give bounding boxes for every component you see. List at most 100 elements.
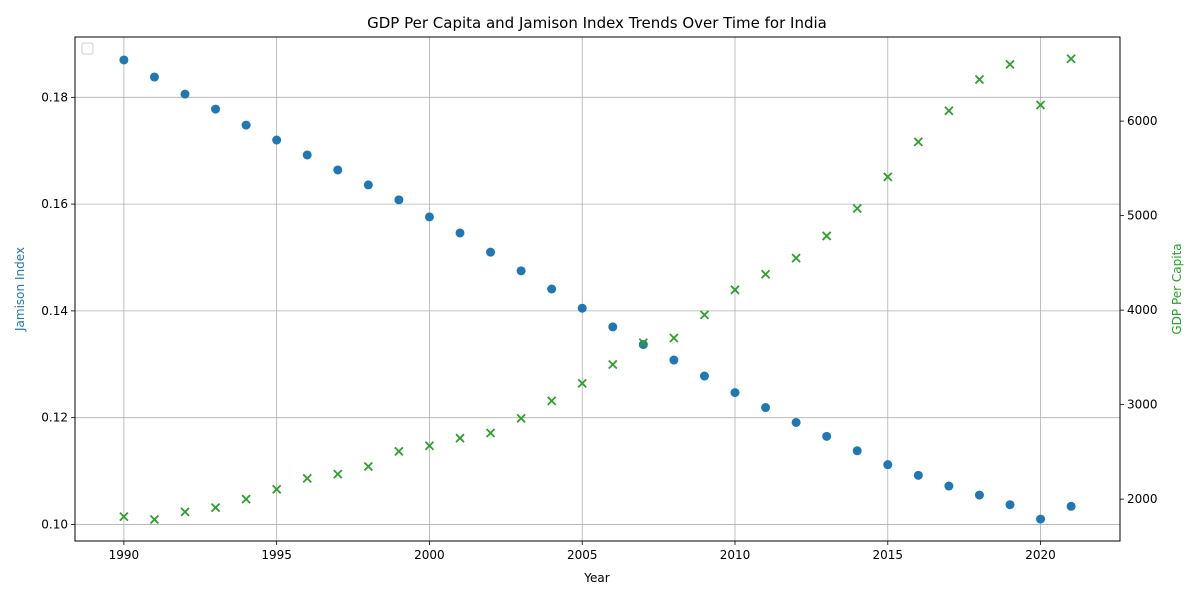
gdp-point-stroke [974, 74, 985, 85]
gdp-point-stroke [730, 285, 740, 295]
jamison-index-point [394, 195, 404, 205]
gdp-per-capita-point [455, 433, 465, 443]
gdp-per-capita-point [485, 428, 496, 438]
jamison-index-point [302, 150, 312, 160]
gdp-per-capita-point [1066, 54, 1076, 64]
gdp-point-stroke [394, 446, 404, 457]
gdp-per-capita-point [974, 74, 985, 85]
jamison-index-point [211, 104, 221, 114]
gdp-per-capita-point [394, 446, 404, 457]
gdp-point-stroke [241, 494, 251, 504]
jamison-index-point [883, 460, 893, 470]
gdp-point-stroke [944, 106, 954, 116]
jamison-index-point [486, 247, 496, 257]
gdp-point-stroke [913, 137, 923, 147]
gdp-per-capita-point [577, 378, 587, 389]
y-right-tick-label: 3000 [1127, 398, 1158, 412]
jamison-index-point [516, 266, 526, 276]
plot-frame [74, 36, 1121, 542]
gdp-point-stroke [669, 333, 679, 343]
jamison-index-point [272, 135, 282, 145]
jamison-index-point [1066, 501, 1076, 511]
gdp-per-capita-point [1035, 100, 1046, 110]
x-tick-label: 1990 [109, 548, 140, 562]
y-right-tick-label: 4000 [1127, 303, 1158, 317]
jamison-index-point [241, 120, 251, 130]
gdp-point-stroke [1066, 54, 1076, 64]
gdp-point-stroke [822, 231, 832, 241]
gdp-point-stroke [760, 269, 771, 279]
gdp-per-capita-point [547, 396, 557, 406]
gdp-point-stroke [1035, 100, 1046, 110]
gdp-per-capita-point [272, 484, 282, 494]
jamison-index-point [822, 431, 832, 441]
gdp-per-capita-point [944, 106, 954, 116]
jamison-index-point [791, 417, 801, 427]
gdp-per-capita-point [669, 333, 679, 343]
gdp-point-stroke [272, 484, 282, 494]
y-left-tick-label: 0.18 [41, 90, 68, 104]
jamison-index-point [1036, 514, 1046, 524]
series-layer [119, 54, 1076, 525]
gdp-per-capita-point [302, 473, 312, 483]
jamison-index-point [180, 89, 190, 99]
jamison-index-point [730, 388, 740, 398]
gdp-point-stroke [210, 503, 221, 513]
jamison-index-point [547, 284, 557, 294]
jamison-index-point [944, 481, 954, 491]
jamison-index-point [669, 355, 679, 365]
grid-layer [75, 37, 1120, 541]
gdp-point-stroke [516, 413, 526, 423]
y-axis-left: 0.10 0.12 0.14 0.16 0.18 [41, 90, 75, 531]
gdp-per-capita-point [913, 137, 923, 147]
gdp-per-capita-point [638, 338, 648, 348]
gdp-point-stroke [608, 359, 618, 370]
y-axis-left-label: Jamison Index [13, 247, 27, 332]
y-axis-right-label: GDP Per Capita [1170, 243, 1184, 334]
y-right-tick-label: 2000 [1127, 492, 1158, 506]
gdp-point-stroke [302, 473, 312, 483]
gdp-per-capita-point [210, 503, 221, 513]
jamison-index-point [761, 403, 771, 413]
gdp-per-capita-point [791, 253, 801, 263]
gdp-point-stroke [149, 514, 160, 525]
x-tick-label: 1995 [261, 548, 292, 562]
jamison-index-point [638, 340, 648, 350]
jamison-index-point [455, 228, 465, 238]
y-left-tick-label: 0.12 [41, 411, 68, 425]
chart-title: GDP Per Capita and Jamison Index Trends … [367, 14, 827, 32]
gdp-point-stroke [180, 507, 190, 517]
jamison-index-point [608, 322, 618, 332]
jamison-index-point [333, 165, 343, 175]
gdp-point-stroke [638, 338, 648, 348]
jamison-index-point [424, 212, 434, 222]
gdp-per-capita-point [1005, 59, 1015, 70]
x-axis: 1990 1995 2000 2005 2010 2015 2020 [109, 541, 1056, 562]
gdp-per-capita-point [822, 231, 832, 241]
gdp-point-stroke [699, 310, 710, 320]
gdp-point-stroke [333, 469, 343, 479]
gdp-per-capita-point [760, 269, 771, 279]
jamison-index-point [119, 55, 129, 65]
x-tick-label: 2015 [873, 548, 904, 562]
gdp-point-stroke [455, 433, 465, 443]
gdp-per-capita-point [852, 203, 862, 214]
x-tick-label: 2000 [414, 548, 445, 562]
gdp-point-stroke [485, 428, 496, 438]
y-right-tick-label: 6000 [1127, 114, 1158, 128]
gdp-per-capita-point [180, 507, 190, 517]
gdp-per-capita-point [608, 359, 618, 370]
legend-box [81, 42, 94, 55]
gdp-point-stroke [791, 253, 801, 263]
jamison-index-point [577, 303, 587, 313]
jamison-index-point [913, 470, 923, 480]
gdp-point-stroke [883, 172, 893, 182]
gdp-point-stroke [1005, 59, 1015, 70]
x-tick-label: 2020 [1025, 548, 1056, 562]
gdp-per-capita-point [149, 514, 160, 525]
gdp-point-stroke [424, 441, 435, 451]
gdp-per-capita-point [699, 310, 710, 320]
gdp-per-capita-point [119, 511, 129, 522]
